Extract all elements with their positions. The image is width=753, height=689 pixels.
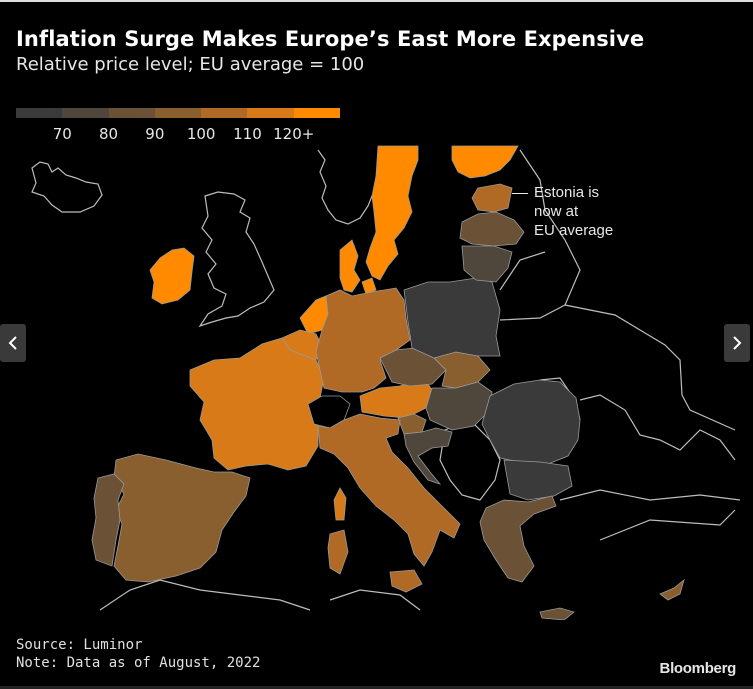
prev-slide-button[interactable]: [0, 324, 26, 362]
annotation-line-1: Estonia is: [534, 184, 600, 201]
outline-east-borders: [519, 149, 736, 431]
chevron-right-icon: [733, 336, 742, 350]
outline-norway: [317, 149, 381, 225]
outline-north-africa: [99, 579, 421, 611]
legend-swatch: [108, 108, 155, 118]
legend-tick-label: 80: [99, 125, 119, 143]
region-france: [189, 337, 347, 521]
outline-balkans: [439, 419, 501, 501]
legend-tick-label: 70: [52, 125, 72, 143]
outline-iceland: [31, 161, 103, 213]
outline-great-britain: [198, 191, 275, 328]
region-lithuania: [461, 245, 513, 283]
region-finland: [451, 145, 519, 179]
legend-color-bar: [16, 108, 340, 118]
legend-swatch: [247, 108, 294, 118]
chart-title: Inflation Surge Makes Europe’s East More…: [16, 27, 645, 51]
data-note: Note: Data as of August, 2022: [16, 655, 261, 671]
annotation-line-3: EU average: [534, 222, 614, 239]
legend-swatch: [16, 108, 63, 118]
region-spain: [113, 453, 251, 583]
legend-tick-label: 100: [186, 125, 216, 143]
legend-swatch: [201, 108, 248, 118]
region-switzerland: [307, 395, 351, 429]
region-cyprus: [659, 578, 685, 601]
source-note: Source: Luminor: [16, 637, 143, 653]
region-czechia: [379, 347, 447, 387]
next-slide-button[interactable]: [724, 324, 750, 362]
outline-belarus-ukraine: [499, 251, 566, 321]
legend-tick-label: 90: [145, 125, 165, 143]
annotation-line-2: now at: [534, 203, 579, 220]
legend-swatch: [293, 108, 340, 118]
region-romania: [481, 379, 581, 465]
bloomberg-logo: Bloomberg: [659, 660, 737, 677]
region-bulgaria: [503, 459, 573, 501]
europe-map: [31, 145, 741, 620]
region-sweden: [365, 145, 419, 281]
region-germany: [315, 287, 411, 393]
region-italy: [317, 413, 461, 593]
bottom-border: [0, 686, 753, 689]
chevron-left-icon: [8, 336, 17, 350]
outline-ukraine-south: [579, 394, 736, 461]
chart-subtitle: Relative price level; EU average = 100: [16, 54, 365, 75]
legend-tick-label: 120+: [273, 125, 315, 143]
region-slovenia: [397, 413, 427, 435]
region-poland: [403, 277, 501, 359]
region-hungary: [425, 381, 493, 431]
region-greece: [479, 495, 575, 620]
legend-swatch: [62, 108, 109, 118]
legend-swatch: [154, 108, 202, 118]
legend-tick-label: 110: [233, 125, 262, 143]
region-denmark: [339, 239, 377, 295]
region-ireland: [149, 247, 195, 305]
region-latvia: [459, 211, 525, 247]
region-estonia: [471, 183, 513, 213]
outline-turkey: [559, 489, 741, 541]
region-croatia: [403, 427, 453, 485]
annotation-leader-line: [512, 193, 528, 194]
region-portugal: [91, 473, 125, 567]
estonia-annotation: Estonia is now at EU average: [534, 183, 613, 240]
